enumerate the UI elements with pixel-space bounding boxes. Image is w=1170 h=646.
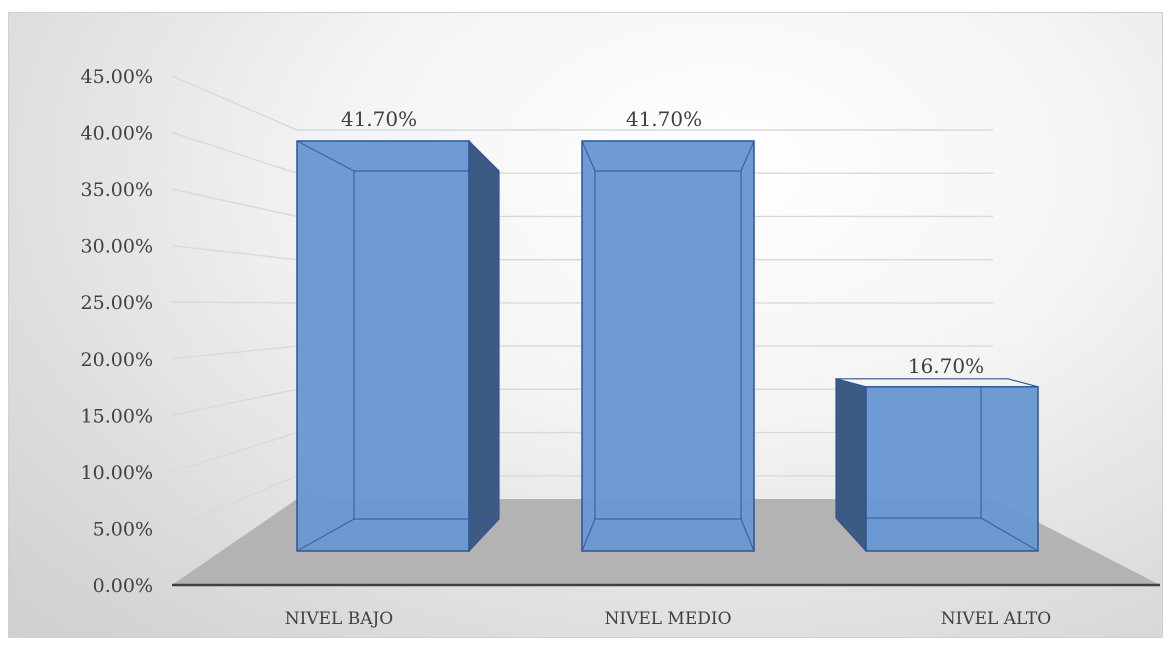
side-gridline: [171, 244, 298, 261]
bars: 41.70% 41.70% 16.70%: [296, 107, 1039, 553]
bar-front-face: [296, 140, 470, 552]
y-tick-label: 35.00%: [81, 179, 153, 201]
bar-front-face: [865, 386, 1039, 552]
side-gridline: [171, 475, 298, 530]
data-label: 41.70%: [341, 107, 417, 131]
bar-side-face: [468, 139, 500, 553]
bar-front-face: [581, 140, 755, 552]
category-label: NIVEL ALTO: [941, 609, 1051, 629]
bar-inner-edge: [296, 140, 355, 552]
category-labels: NIVEL BAJO NIVEL MEDIO NIVEL ALTO: [285, 609, 1051, 629]
bar: 41.70%: [581, 107, 755, 552]
data-label: 41.70%: [626, 107, 702, 131]
y-tick-label: 0.00%: [93, 575, 153, 597]
category-label: NIVEL MEDIO: [604, 609, 731, 629]
y-tick-label: 5.00%: [93, 518, 153, 540]
bar: 16.70%: [835, 354, 1039, 553]
side-gridline: [171, 75, 298, 131]
bar-inner-edge: [836, 378, 1039, 388]
bar-inner-edge: [581, 140, 755, 172]
y-tick-label: 10.00%: [81, 462, 153, 484]
y-tick-label: 15.00%: [81, 405, 153, 427]
y-tick-label: 20.00%: [81, 349, 153, 371]
side-gridline: [171, 388, 298, 417]
data-label: 16.70%: [908, 354, 984, 378]
side-gridline: [171, 131, 298, 174]
side-gridline: [171, 431, 298, 473]
category-label: NIVEL BAJO: [285, 609, 394, 629]
bar: 41.70%: [296, 107, 500, 553]
side-gridline: [171, 301, 298, 304]
y-tick-label: 25.00%: [81, 292, 153, 314]
y-tick-label: 45.00%: [81, 66, 153, 88]
side-gridline: [171, 188, 298, 218]
bar-inner-edge: [836, 517, 1039, 552]
y-tick-label: 30.00%: [81, 236, 153, 258]
side-gridline: [171, 345, 298, 360]
y-axis-tick-labels: 0.00% 5.00% 10.00% 15.00% 20.00% 25.00% 30.00%…: [81, 66, 153, 597]
bar-inner-edge: [581, 518, 755, 552]
y-tick-label: 40.00%: [81, 123, 153, 145]
side-gridlines: [171, 75, 298, 530]
